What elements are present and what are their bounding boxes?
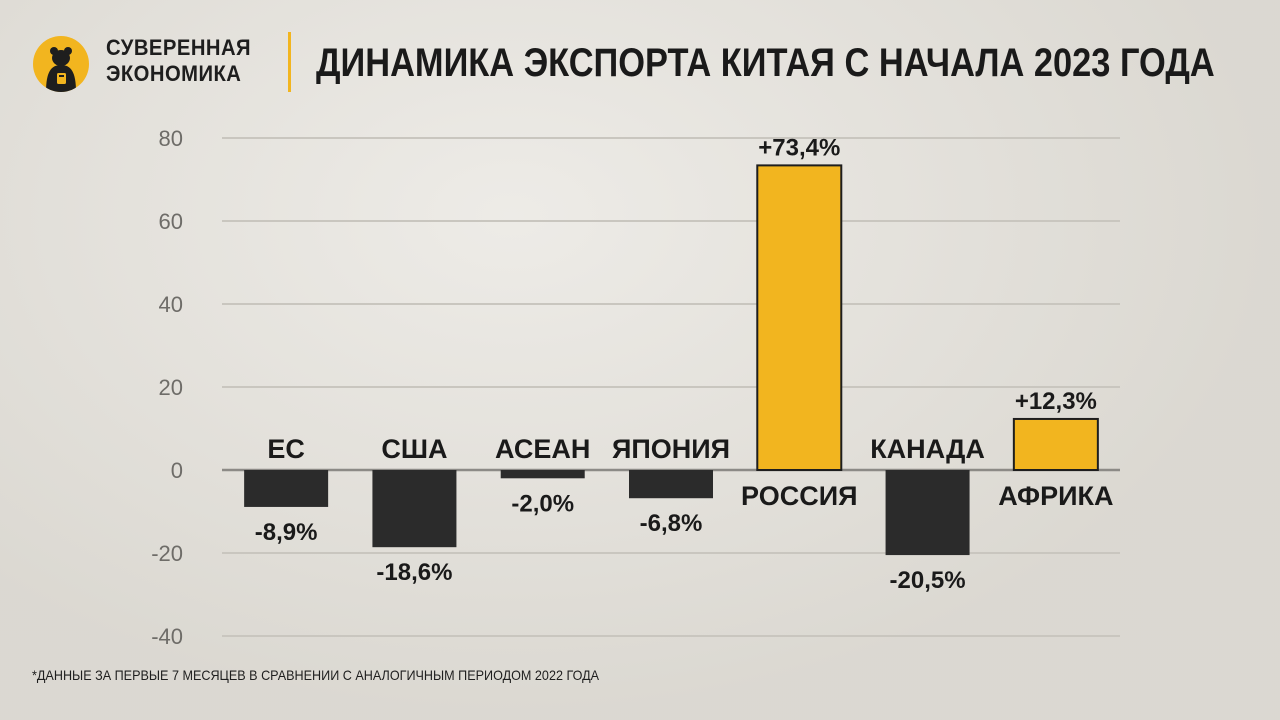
bar xyxy=(244,470,329,507)
data-label: -18,6% xyxy=(376,559,452,586)
category-label: АФРИКА xyxy=(998,481,1113,511)
category-label: ЕС xyxy=(267,434,305,464)
header: СУВЕРЕННАЯ ЭКОНОМИКА ДИНАМИКА ЭКСПОРТА К… xyxy=(0,0,1280,110)
y-tick-label: -20 xyxy=(151,541,183,566)
brand-line-1: СУВЕРЕННАЯ xyxy=(106,35,252,60)
brand-name: СУВЕРЕННАЯ ЭКОНОМИКА xyxy=(106,35,251,87)
data-label: -8,9% xyxy=(255,519,318,546)
data-label: +12,3% xyxy=(1015,388,1097,415)
data-label: -6,8% xyxy=(640,510,703,537)
page-title: ДИНАМИКА ЭКСПОРТА КИТАЯ С НАЧАЛА 2023 ГО… xyxy=(316,41,1215,85)
bar xyxy=(756,164,843,471)
y-tick-label: -40 xyxy=(151,624,183,649)
category-label: США xyxy=(381,434,447,464)
category-label: КАНАДА xyxy=(870,434,985,464)
bear-logo-icon xyxy=(33,36,89,92)
bar xyxy=(629,470,713,499)
y-tick-label: 60 xyxy=(159,209,183,234)
data-label: -20,5% xyxy=(890,567,966,594)
data-label: -2,0% xyxy=(511,490,574,517)
category-label: ЯПОНИЯ xyxy=(612,434,730,464)
brand-line-2: ЭКОНОМИКА xyxy=(106,61,242,86)
y-tick-label: 0 xyxy=(171,458,183,483)
category-label: АСЕАН xyxy=(495,434,590,464)
y-tick-label: 40 xyxy=(159,292,183,317)
bar xyxy=(885,470,970,556)
footnote: *ДАННЫЕ ЗА ПЕРВЫЕ 7 МЕСЯЦЕВ В СРАВНЕНИИ … xyxy=(32,667,600,683)
data-label: +73,4% xyxy=(758,134,840,161)
bar xyxy=(1012,417,1099,471)
category-label: РОССИЯ xyxy=(741,481,857,511)
bar xyxy=(372,470,457,548)
bar xyxy=(500,470,585,479)
y-tick-label: 20 xyxy=(159,375,183,400)
y-tick-label: 80 xyxy=(159,126,183,151)
header-divider xyxy=(288,32,291,92)
